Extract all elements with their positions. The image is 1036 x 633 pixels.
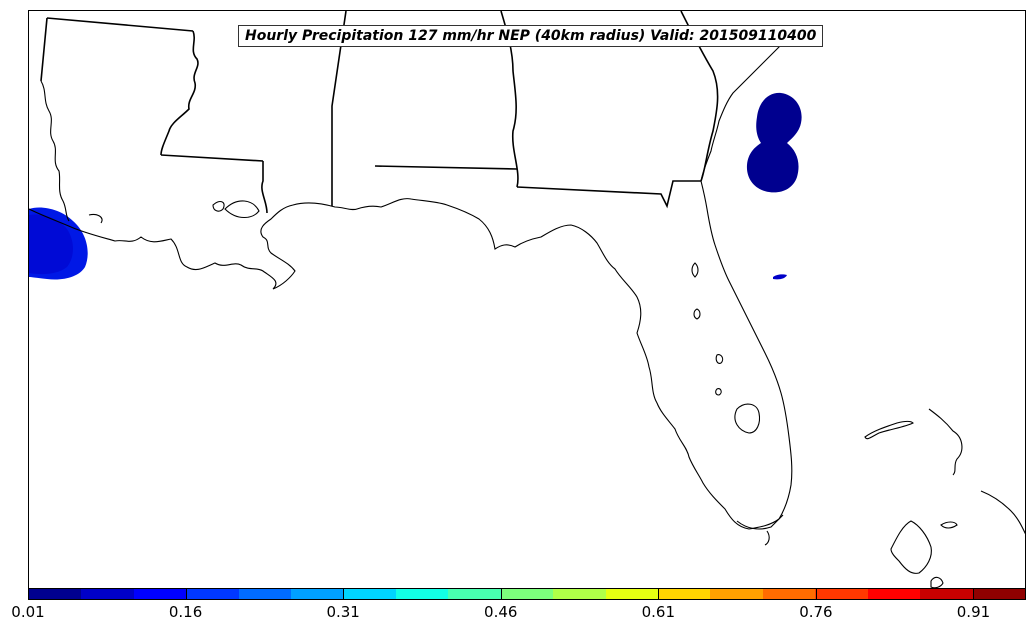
colorbar-segment xyxy=(867,589,921,599)
precipitation-overlay xyxy=(29,92,802,280)
colorbar-segment xyxy=(815,589,868,599)
colorbar-segment xyxy=(291,589,344,599)
colorbar-segment xyxy=(448,589,501,599)
colorbar-segment xyxy=(605,589,659,599)
colorbar-segment xyxy=(553,589,606,599)
map-frame: Hourly Precipitation 127 mm/hr NEP (40km… xyxy=(28,10,1026,598)
colorbar-tick-label: 0.61 xyxy=(641,603,676,621)
colorbar-segment xyxy=(395,589,449,599)
map-title: Hourly Precipitation 127 mm/hr NEP (40km… xyxy=(238,25,824,47)
colorbar-segment xyxy=(500,589,554,599)
colorbar-segment xyxy=(81,589,134,599)
colorbar-tick-label: 0.16 xyxy=(168,603,203,621)
colorbar-segment xyxy=(710,589,763,599)
colorbar-tick-mark xyxy=(973,589,975,599)
colorbar-segment xyxy=(658,589,711,599)
colorbar-tick-mark xyxy=(343,589,345,599)
colorbar-tick-mark xyxy=(815,589,817,599)
coastlines xyxy=(29,26,1025,589)
colorbar xyxy=(28,588,1026,600)
colorbar-tick-label: 0.76 xyxy=(799,603,833,621)
colorbar-tick-mark xyxy=(28,589,29,599)
colorbar-tick-label: 0.46 xyxy=(484,603,518,621)
colorbar-tick-mark xyxy=(500,589,502,599)
precip-area-small xyxy=(773,274,787,280)
precip-area-gulf-west-core xyxy=(29,214,73,275)
colorbar-tick-label: 0.91 xyxy=(956,603,991,621)
colorbar-segment xyxy=(186,589,239,599)
colorbar-tick-mark xyxy=(658,589,660,599)
colorbar-segment xyxy=(972,589,1026,599)
colorbar-segment xyxy=(920,589,973,599)
colorbar-segment xyxy=(343,589,396,599)
colorbar-tick-label: 0.01 xyxy=(11,603,45,621)
precip-area-atlantic xyxy=(746,92,802,193)
colorbar-tick-label: 0.31 xyxy=(326,603,360,621)
map-canvas xyxy=(29,11,1025,589)
colorbar-segment xyxy=(762,589,816,599)
colorbar-segment xyxy=(29,589,82,599)
colorbar-segment xyxy=(238,589,292,599)
colorbar-tick-mark xyxy=(185,589,187,599)
colorbar-segment xyxy=(133,589,187,599)
